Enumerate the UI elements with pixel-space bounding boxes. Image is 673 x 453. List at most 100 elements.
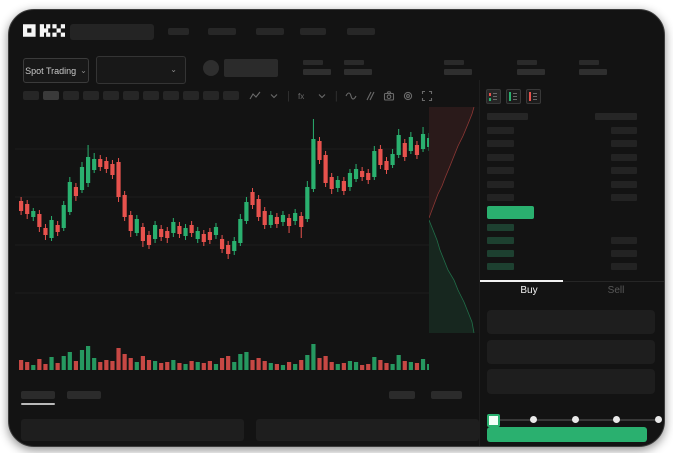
bid-amount-bar xyxy=(611,263,637,270)
timeframe-button[interactable] xyxy=(123,91,139,100)
bid-price-bar[interactable] xyxy=(487,237,514,244)
orderbook-trade-panel: Buy Sell xyxy=(479,80,664,446)
chart-tool-icons: | fx | xyxy=(249,88,433,104)
search-input[interactable] xyxy=(70,24,154,40)
slider-stop[interactable] xyxy=(613,416,620,423)
nav-item[interactable] xyxy=(300,28,326,35)
 xyxy=(489,98,491,101)
bottom-tab[interactable] xyxy=(21,391,55,399)
ask-price-bar[interactable] xyxy=(487,180,514,188)
bid-price-bar[interactable] xyxy=(487,263,514,270)
timeframe-button[interactable] xyxy=(143,91,159,100)
ask-price-bar[interactable] xyxy=(487,153,514,161)
ask-amount-bar xyxy=(611,167,637,174)
svg-text:fx: fx xyxy=(298,92,304,101)
timeframe-button[interactable] xyxy=(43,91,59,100)
 xyxy=(533,96,537,97)
stat-value-placeholder xyxy=(579,69,607,75)
slider-stop[interactable] xyxy=(571,416,579,423)
 xyxy=(513,93,517,94)
bid-price-bar[interactable] xyxy=(487,250,514,257)
bottom-tab-active-underline xyxy=(21,403,55,405)
device-frame: Spot Trading ⌄ ⌄ | fx | Buy Sell xyxy=(8,9,665,447)
orderbook-header-price xyxy=(487,113,528,120)
timeframe-button[interactable] xyxy=(23,91,39,100)
camera-icon[interactable] xyxy=(383,90,395,102)
bottom-tab[interactable] xyxy=(67,391,101,399)
okx-logo-icon[interactable] xyxy=(23,23,65,38)
ask-price-bar[interactable] xyxy=(487,194,514,201)
timeframe-button[interactable] xyxy=(63,91,79,100)
timeframe-button[interactable] xyxy=(83,91,99,100)
fullscreen-icon[interactable] xyxy=(421,90,433,102)
stat-label-placeholder xyxy=(517,60,537,65)
market-type-dropdown[interactable]: Spot Trading ⌄ xyxy=(23,58,89,83)
toolbar-divider: | xyxy=(287,90,290,102)
book-asks-icon[interactable] xyxy=(526,89,541,104)
ask-price-bar[interactable] xyxy=(487,126,514,134)
nav-item[interactable] xyxy=(347,28,375,35)
ask-amount-bar xyxy=(611,180,637,188)
nav-item[interactable] xyxy=(168,28,189,35)
ask-price-bar[interactable] xyxy=(487,140,514,147)
slider-stop[interactable] xyxy=(530,416,537,423)
ticker-stat-pair xyxy=(579,60,609,75)
ask-price-bar[interactable] xyxy=(487,167,514,174)
amount-slider[interactable] xyxy=(487,414,662,427)
timeframe-button[interactable] xyxy=(103,91,119,100)
slider-handle[interactable] xyxy=(487,414,500,427)
bottom-bar-block[interactable] xyxy=(431,391,462,399)
stat-value-placeholder xyxy=(517,69,545,75)
book-combined-icon[interactable] xyxy=(486,89,501,104)
stat-label-placeholder xyxy=(303,60,323,65)
tab-buy[interactable]: Buy xyxy=(520,285,538,296)
 xyxy=(513,96,517,97)
candlestick-chart[interactable] xyxy=(15,107,432,333)
ask-amount-bar xyxy=(611,126,637,134)
pair-coin-avatar xyxy=(203,60,219,76)
bottom-info-panel xyxy=(21,419,244,441)
pair-selector-dropdown[interactable]: ⌄ xyxy=(96,56,186,84)
slider-stop[interactable] xyxy=(654,416,662,423)
buy-submit-button[interactable] xyxy=(487,427,647,442)
stat-label-placeholder xyxy=(444,60,464,65)
book-bids-icon[interactable] xyxy=(506,89,521,104)
 xyxy=(533,99,537,100)
timeframe-button[interactable] xyxy=(223,91,239,100)
ticker-stat-pair xyxy=(444,60,474,75)
market-type-label: Spot Trading xyxy=(25,65,77,76)
buy-tab-active-indicator xyxy=(480,280,563,282)
stat-label-placeholder xyxy=(344,60,364,65)
 xyxy=(533,93,537,94)
bid-amount-bar xyxy=(611,237,637,244)
total-field[interactable] xyxy=(487,369,655,394)
fx-indicator-icon[interactable]: fx xyxy=(297,90,309,102)
bid-price-bar[interactable] xyxy=(487,224,514,231)
wave-icon[interactable] xyxy=(345,90,357,102)
volume-chart xyxy=(15,337,432,370)
chevron-down-icon[interactable] xyxy=(268,90,280,102)
tab-divider xyxy=(480,281,664,282)
 xyxy=(513,99,517,100)
ticker-stat-pair xyxy=(344,60,374,75)
amount-field[interactable] xyxy=(487,340,655,364)
 xyxy=(493,99,497,100)
compare-icon[interactable] xyxy=(364,90,376,102)
chevron-down-icon: ⌄ xyxy=(80,65,87,75)
polyline-icon[interactable] xyxy=(249,90,261,102)
settings-icon[interactable] xyxy=(402,90,414,102)
chevron-down-icon[interactable] xyxy=(316,90,328,102)
nav-item[interactable] xyxy=(256,28,284,35)
timeframe-button[interactable] xyxy=(163,91,179,100)
tab-sell[interactable]: Sell xyxy=(607,285,625,296)
bottom-info-panel xyxy=(256,419,479,441)
bid-amount-bar xyxy=(611,250,637,257)
timeframe-button[interactable] xyxy=(183,91,199,100)
nav-item[interactable] xyxy=(208,28,236,35)
timeframe-button[interactable] xyxy=(203,91,219,100)
bottom-bar-block[interactable] xyxy=(389,391,415,399)
stat-value-placeholder xyxy=(344,69,372,75)
ask-amount-bar xyxy=(611,194,637,201)
price-field[interactable] xyxy=(487,310,655,334)
